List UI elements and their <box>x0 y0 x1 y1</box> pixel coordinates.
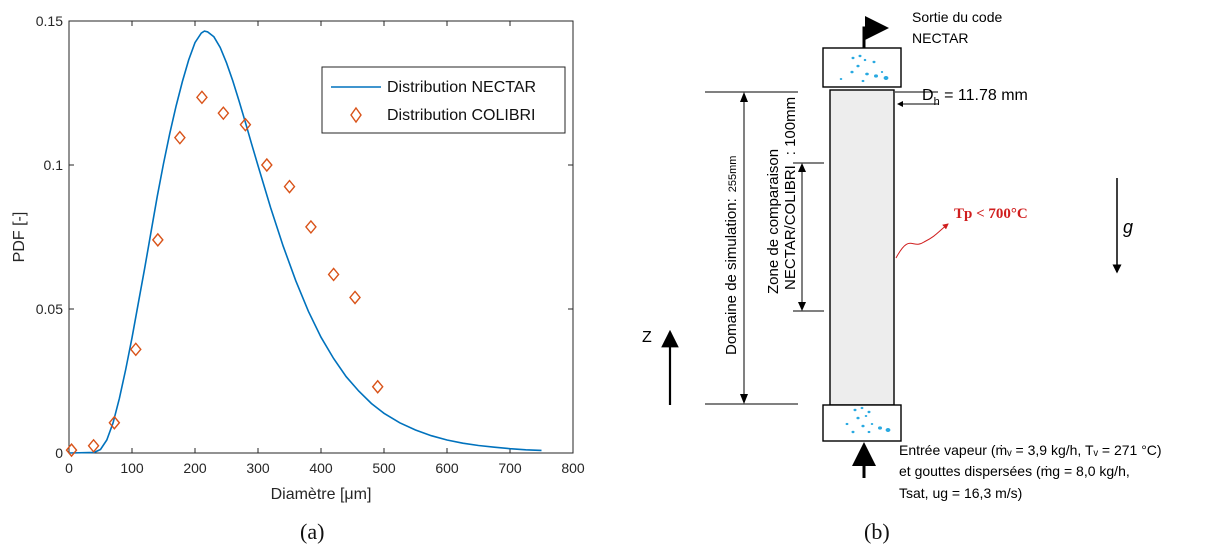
y-tick-label: 0.15 <box>36 13 63 29</box>
x-axis-label: Diamètre [μm] <box>271 486 372 503</box>
series-line-nectar <box>68 30 542 454</box>
x-tick-label: 300 <box>246 460 270 476</box>
x-tick-label: 100 <box>120 460 144 476</box>
legend-label-nectar: Distribution NECTAR <box>387 79 536 96</box>
caption-a: (a) <box>300 519 325 544</box>
droplet <box>845 422 849 426</box>
temp-leader <box>895 223 949 259</box>
y-axis-ticks: 0 0.05 0.1 0.15 <box>36 13 573 461</box>
comp-zone-label-line2: NECTAR/COLIBRI: 100mm <box>782 97 799 290</box>
droplet <box>870 423 874 425</box>
x-axis-ticks: 0 100 200 300 400 500 600 700 800 <box>65 21 585 476</box>
droplet <box>839 78 843 80</box>
droplet <box>861 79 865 83</box>
colibri-point <box>260 157 273 173</box>
droplet <box>874 74 878 78</box>
droplet <box>851 56 855 60</box>
droplet <box>851 430 855 434</box>
colibri-point <box>349 290 361 305</box>
dh-label: Dh = 11.78 mm <box>922 87 1028 108</box>
colibri-point <box>305 219 317 235</box>
legend-diamond-swatch <box>350 106 362 124</box>
bottom-droplets <box>845 406 891 434</box>
x-tick-label: 400 <box>309 460 333 476</box>
colibri-point <box>371 379 384 394</box>
series-layer <box>65 30 542 458</box>
y-tick-label: 0.05 <box>36 301 63 317</box>
x-tick-label: 700 <box>498 460 522 476</box>
colibri-point <box>217 106 230 121</box>
droplet <box>860 406 864 410</box>
droplet <box>863 58 867 62</box>
colibri-point <box>173 130 186 145</box>
droplet <box>883 76 889 80</box>
colibri-point <box>129 342 142 357</box>
droplet <box>865 72 869 76</box>
sim-domain-label: Domaine de simulation:255mm <box>723 156 740 355</box>
x-tick-label: 200 <box>183 460 207 476</box>
x-tick-label: 800 <box>561 460 585 476</box>
colibri-point <box>196 90 208 105</box>
bottom-plenum <box>822 404 902 442</box>
colibri-point <box>151 232 164 247</box>
droplet <box>867 430 871 434</box>
colibri-point <box>108 415 121 430</box>
inlet-label-line1: Entrée vapeur (ṁᵥ = 3,9 kg/h, Tᵥ = 271 °… <box>899 442 1162 458</box>
gravity-label: g <box>1123 217 1133 237</box>
droplet <box>872 60 876 64</box>
z-axis-label: Z <box>642 329 652 346</box>
test-tube <box>829 89 895 406</box>
droplet <box>850 70 854 74</box>
x-tick-label: 600 <box>435 460 459 476</box>
sim-domain-arrow-top <box>740 92 748 102</box>
colibri-point <box>65 443 78 458</box>
sim-domain-arrow-bottom <box>740 394 748 404</box>
exit-label-line1: Sortie du code <box>912 9 1002 25</box>
droplet <box>885 428 891 432</box>
legend: Distribution NECTAR Distribution COLIBRI <box>321 66 566 134</box>
droplet <box>856 64 860 68</box>
droplet <box>858 54 862 58</box>
test-section-diagram: Sortie du code NECTAR Dh = 11.78 mm Doma… <box>642 9 1162 501</box>
comp-zone-arrow-top <box>798 163 806 172</box>
droplet <box>864 415 868 417</box>
comp-zone-label-line1: Zone de comparaison <box>765 149 782 294</box>
x-tick-label: 0 <box>65 460 73 476</box>
pdf-chart: 0 100 200 300 400 500 600 700 800 0 0.05 0.1 0.15 D… <box>11 13 585 503</box>
exit-label-line2: NECTAR <box>912 30 969 46</box>
colibri-point <box>327 267 340 282</box>
droplet <box>856 416 860 420</box>
temp-label: Tp < 700°C <box>954 206 1028 222</box>
colibri-point <box>87 438 100 453</box>
exit-arrow <box>862 16 889 48</box>
inlet-label-line2: et gouttes dispersées (ṁg = 8,0 kg/h, <box>899 463 1130 479</box>
legend-box <box>321 66 566 134</box>
colibri-point <box>283 179 296 194</box>
caption-b: (b) <box>864 519 890 544</box>
y-tick-label: 0.1 <box>44 157 64 173</box>
colibri-point <box>239 117 252 132</box>
droplet <box>878 426 882 430</box>
top-droplets <box>839 54 889 83</box>
droplet <box>853 408 857 412</box>
droplet <box>867 410 871 414</box>
y-axis-label: PDF [-] <box>11 212 28 263</box>
inlet-label-line3: Tsat, ug = 16,3 m/s) <box>899 485 1022 501</box>
x-tick-label: 500 <box>372 460 396 476</box>
legend-label-colibri: Distribution COLIBRI <box>387 107 536 124</box>
y-tick-label: 0 <box>55 445 63 461</box>
droplet <box>880 71 884 73</box>
comp-zone-arrow-bottom <box>798 302 806 311</box>
droplet <box>861 424 865 428</box>
